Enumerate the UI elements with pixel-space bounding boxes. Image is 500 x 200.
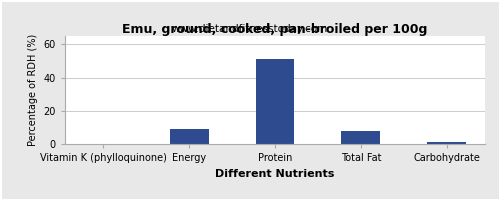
Title: Emu, ground, cooked, pan-broiled per 100g: Emu, ground, cooked, pan-broiled per 100… [122,23,428,36]
Text: www.dietandfitnesstoday.com: www.dietandfitnesstoday.com [172,24,328,34]
Bar [256,59,294,144]
Y-axis label: Percentage of RDH (%): Percentage of RDH (%) [28,34,38,146]
Bar [342,131,380,144]
Bar [170,129,208,144]
Bar [428,142,466,144]
X-axis label: Different Nutrients: Different Nutrients [216,169,334,179]
